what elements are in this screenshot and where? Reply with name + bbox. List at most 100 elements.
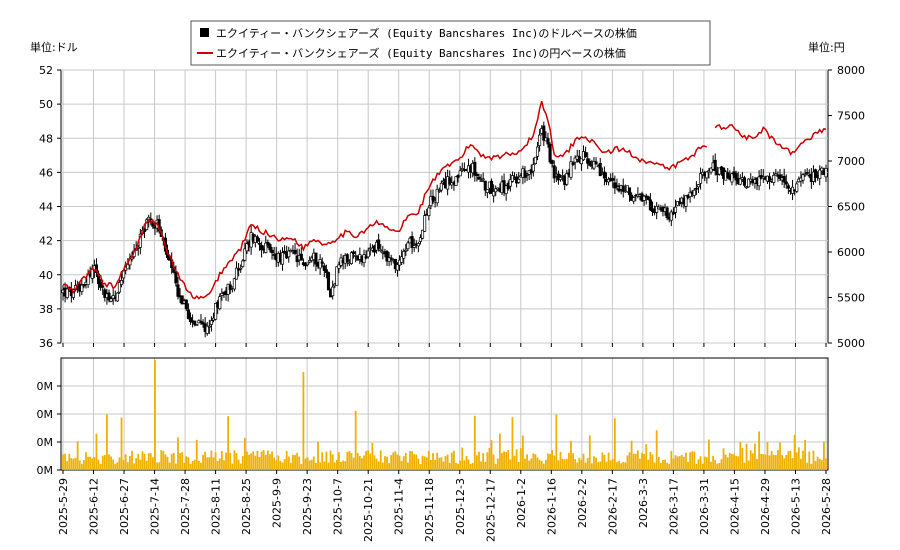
- candle-body: [412, 245, 416, 248]
- volume-bar: [210, 450, 213, 470]
- candle-body: [322, 265, 326, 271]
- volume-bar: [166, 456, 169, 470]
- volume-bar: [607, 452, 610, 470]
- volume-bar: [492, 454, 495, 470]
- volume-bar: [254, 455, 257, 470]
- volume-bar: [170, 453, 173, 470]
- candle-body: [475, 173, 479, 176]
- volume-bar: [603, 454, 606, 470]
- volume-bar: [135, 458, 138, 470]
- volume-bar: [273, 457, 276, 470]
- candle-body: [579, 158, 583, 165]
- candle-body: [437, 190, 441, 192]
- volume-bar: [814, 460, 817, 470]
- volume-bar: [636, 450, 639, 470]
- candle-body: [268, 244, 272, 251]
- volume-bar: [66, 461, 69, 470]
- volume-bar: [676, 456, 679, 470]
- volume-bar: [193, 459, 196, 470]
- candle-body: [517, 179, 521, 183]
- volume-bar: [302, 372, 305, 470]
- volume-bar: [722, 448, 725, 470]
- x-tick-label: 2026-3-17: [667, 478, 680, 535]
- candle-body: [556, 173, 560, 181]
- volume-bar: [172, 452, 175, 470]
- volume-bar: [674, 455, 677, 470]
- candle-body: [784, 181, 788, 185]
- candle-body: [337, 264, 341, 269]
- volume-bar: [521, 435, 524, 470]
- volume-bar: [743, 462, 746, 470]
- x-tick-label: 2026-3-3: [637, 478, 650, 528]
- volume-bar: [407, 462, 409, 470]
- volume-bar: [760, 453, 763, 470]
- candle-body: [561, 175, 565, 177]
- volume-bar: [421, 455, 424, 470]
- volume-bar: [448, 462, 451, 470]
- candle-body: [745, 186, 749, 189]
- volume-bar: [450, 452, 453, 470]
- volume-bar: [467, 459, 470, 470]
- left-axis-ticks: 36 38 40 42 44 46 48 50 52: [39, 64, 61, 350]
- volume-bar: [647, 459, 650, 470]
- candle-body: [456, 174, 460, 178]
- volume-bar: [593, 456, 595, 470]
- volume-bar: [544, 459, 547, 470]
- volume-bar: [749, 450, 752, 470]
- candle-body: [778, 174, 782, 179]
- volume-bar: [126, 462, 129, 470]
- volume-bar: [795, 452, 798, 470]
- volume-bar: [358, 455, 361, 470]
- candle-body: [646, 196, 650, 200]
- candle-body: [648, 199, 652, 211]
- candle-body: [90, 268, 94, 279]
- volume-bar: [685, 452, 687, 470]
- volume-bar: [777, 450, 779, 470]
- volume-bar: [703, 456, 706, 470]
- volume-bar: [287, 456, 290, 470]
- volume-bar: [808, 451, 811, 470]
- x-tick-label: 2025-11-18: [423, 478, 436, 542]
- volume-bar: [356, 453, 359, 470]
- volume-bar: [609, 460, 612, 470]
- volume-bar: [659, 462, 662, 470]
- x-tick-label: 2025-7-14: [149, 478, 162, 535]
- volume-bar: [388, 463, 391, 470]
- volume-bar: [377, 461, 380, 470]
- volume-bar: [825, 458, 827, 470]
- volume-bar: [128, 455, 131, 470]
- candle-body: [569, 161, 573, 178]
- volume-bar: [264, 454, 267, 470]
- volume-bar: [202, 454, 204, 470]
- volume-bar: [613, 418, 616, 470]
- x-tick-label: 2026-4-15: [728, 478, 741, 535]
- volume-bar: [726, 457, 729, 470]
- volume-bar: [108, 454, 110, 470]
- volume-bar: [588, 435, 591, 470]
- candle-body: [531, 164, 535, 172]
- jpy-price-series: [62, 101, 827, 300]
- volume-tick-label: 0M: [37, 436, 54, 449]
- volume-bar: [762, 454, 765, 470]
- candle-body: [533, 156, 537, 164]
- volume-bar: [480, 461, 482, 470]
- volume-bar: [634, 453, 637, 470]
- volume-bar: [200, 462, 202, 470]
- candle-body: [410, 236, 414, 248]
- volume-bar: [310, 459, 313, 470]
- volume-bar: [306, 457, 309, 470]
- x-tick-label: 2025-8-11: [210, 478, 223, 535]
- candlestick-series: [61, 121, 828, 338]
- candle-body: [684, 195, 688, 207]
- volume-bar: [793, 434, 796, 470]
- candle-body: [824, 168, 828, 178]
- candle-body: [145, 219, 149, 230]
- candle-body: [335, 266, 339, 286]
- volume-bar: [64, 453, 66, 470]
- x-tick-label: 2026-2-2: [576, 478, 589, 528]
- candle-body: [454, 176, 458, 186]
- volume-bar: [394, 451, 397, 470]
- volume-bar: [402, 456, 405, 470]
- volume-bar: [187, 457, 190, 470]
- volume-bar: [72, 458, 75, 470]
